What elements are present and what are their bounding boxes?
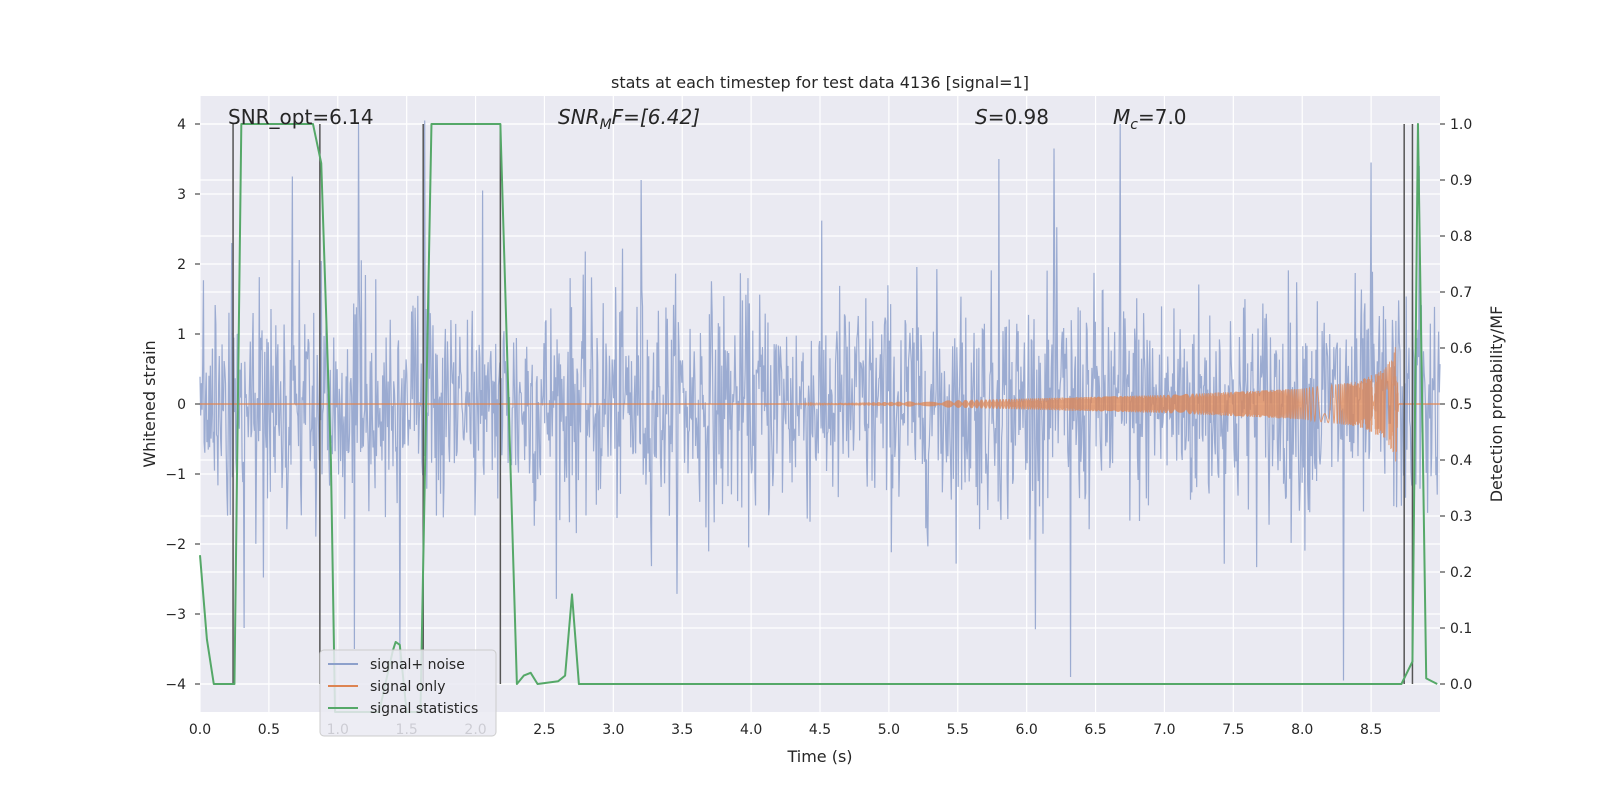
snr-mf-rest: F=[6.42]	[612, 105, 700, 129]
snr-mf-base: SNR	[558, 105, 600, 129]
y-left-tick-label: 3	[177, 187, 186, 203]
x-tick-label: 7.0	[1153, 722, 1175, 738]
x-axis-label: Time (s)	[786, 747, 852, 766]
signal-only-line	[792, 347, 1400, 462]
x-tick-label: 8.0	[1291, 722, 1313, 738]
y-right-tick-label: 1.0	[1450, 117, 1472, 133]
y-left-tick-label: −3	[165, 607, 186, 623]
x-tick-label: 3.0	[602, 722, 624, 738]
signal-only-series	[200, 347, 1440, 462]
s-name: S	[975, 105, 988, 129]
y-right-tick-label: 0.0	[1450, 677, 1472, 693]
annotation-snr-mf: SNRMF=[6.42]	[558, 105, 700, 133]
y-right-tick-label: 0.1	[1450, 621, 1472, 637]
signal-statistics-series	[199, 123, 1438, 713]
y-left-tick-label: 2	[177, 257, 186, 273]
x-tick-label: 4.5	[809, 722, 831, 738]
x-tick-label: 4.0	[740, 722, 762, 738]
y-right-tick-label: 0.2	[1450, 565, 1472, 581]
x-tick-label: 7.5	[1222, 722, 1244, 738]
mc-base: M	[1113, 105, 1130, 129]
x-tick-label: 5.5	[947, 722, 969, 738]
x-tick-label: 3.5	[671, 722, 693, 738]
mc-value: =7.0	[1138, 105, 1187, 129]
mc-subscript: c	[1130, 117, 1138, 133]
y-left-tick-label: −4	[165, 677, 186, 693]
x-tick-label: 8.5	[1360, 722, 1382, 738]
x-tick-label: 6.5	[1084, 722, 1106, 738]
annotation-mc: Mc=7.0	[1113, 105, 1187, 133]
x-tick-label: 5.0	[878, 722, 900, 738]
x-tick-label: 0.5	[258, 722, 280, 738]
x-tick-label: 0.0	[189, 722, 211, 738]
x-tick-label: 6.0	[1016, 722, 1038, 738]
y-right-tick-label: 0.8	[1450, 229, 1472, 245]
y-right-tick-label: 0.7	[1450, 285, 1472, 301]
y-right-tick-label: 0.3	[1450, 509, 1472, 525]
y-left-tick-label: 1	[177, 327, 186, 343]
chart-title: stats at each timestep for test data 413…	[611, 73, 1029, 92]
y-left-axis-label: Whitened strain	[140, 340, 159, 467]
signal-noise-line	[199, 120, 1441, 681]
annotation-s: S=0.98	[975, 105, 1049, 129]
y-right-tick-label: 0.5	[1450, 397, 1472, 413]
legend-label-signal-noise: signal+ noise	[370, 657, 465, 673]
s-value: =0.98	[988, 105, 1049, 129]
y-right-tick-label: 0.4	[1450, 453, 1472, 469]
y-left-tick-labels: −4 −3 −2 −1 0 1 2 3 4	[165, 117, 200, 693]
y-right-tick-label: 0.6	[1450, 341, 1472, 357]
signal-noise-series	[199, 120, 1441, 681]
vertical-lines	[232, 124, 1414, 684]
legend-label-signal-only: signal only	[370, 679, 445, 695]
y-left-tick-label: 4	[177, 117, 186, 133]
annotation-snr-opt: SNR_opt=6.14	[228, 105, 374, 129]
y-left-tick-label: −2	[165, 537, 186, 553]
y-left-tick-label: −1	[165, 467, 186, 483]
legend-box	[319, 649, 497, 737]
legend-label-signal-statistics: signal statistics	[370, 701, 478, 717]
y-right-tick-label: 0.9	[1450, 173, 1472, 189]
y-right-axis-label: Detection probability/MF	[1487, 306, 1506, 503]
y-right-tick-labels: 0.0 0.1 0.2 0.3 0.4 0.5 0.6 0.7 0.8 0.9 1.0	[1440, 117, 1472, 693]
y-left-tick-label: 0	[177, 397, 186, 413]
snr-mf-subscript: M	[600, 117, 612, 133]
legend: signal+ noise signal only signal statist…	[319, 649, 497, 737]
signal-statistics-line	[199, 123, 1438, 713]
x-tick-label: 2.5	[533, 722, 555, 738]
